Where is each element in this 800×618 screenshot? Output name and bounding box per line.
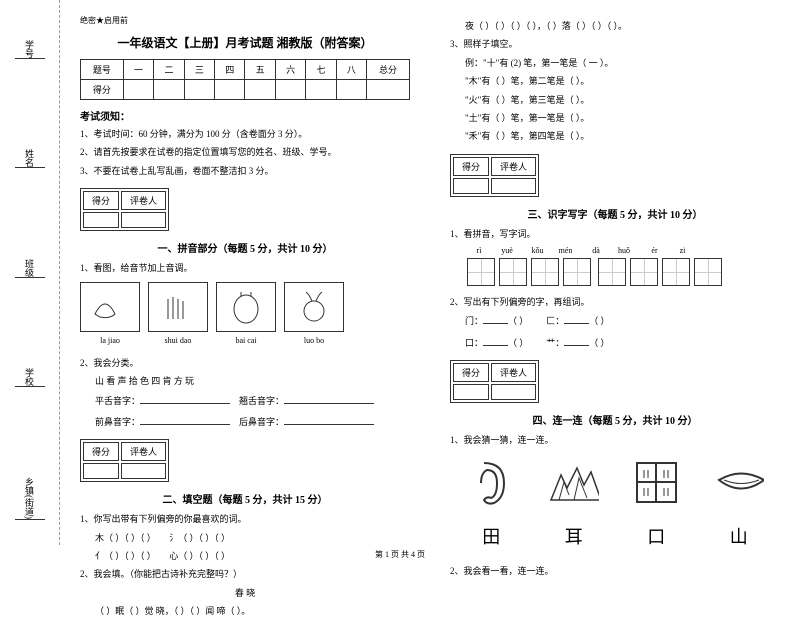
binding-field: 学号: [15, 40, 45, 59]
question-text: 2、我会填。（你能把古诗补充完整吗？）: [80, 567, 410, 581]
question-text: 1、我会猜一猜，连一连。: [450, 433, 780, 447]
binding-area: 学号 姓名 班级 学校 乡镇(街道): [0, 0, 60, 545]
vegetable-image: la jiao: [80, 282, 140, 332]
binding-field: 班级: [15, 259, 45, 278]
question-text: 2、我会分类。: [80, 356, 410, 370]
right-column: 夜（ ）（ ）（ ）（ ），（ ）落（ ）（ ）（ ）。 3、照样子填空。 例：…: [430, 0, 800, 545]
binding-field: 姓名: [15, 149, 45, 168]
question-text: 2、写出有下列偏旁的字，再组词。: [450, 295, 780, 309]
notice-item: 2、请首先按要求在试卷的指定位置填写您的姓名、班级、学号。: [80, 145, 410, 159]
example-text: 例："十"有 (2) 笔，第一笔是（ 一 ）。: [450, 56, 780, 70]
confidential-label: 绝密★启用前: [80, 15, 410, 26]
section3-title: 三、识字写字（每题 5 分，共计 10 分）: [450, 206, 780, 221]
match-chars: 田 耳 口 山: [450, 523, 780, 549]
mountain-icon: [549, 458, 599, 508]
question-text: 2、我会看一看，连一连。: [450, 564, 780, 578]
notice-label: 考试须知：: [80, 108, 410, 123]
notice-item: 1、考试时间：60 分钟，满分为 100 分（含卷面分 3 分）。: [80, 127, 410, 141]
binding-field: 学校: [15, 368, 45, 387]
exam-title: 一年级语文【上册】月考试题 湘教版（附答案）: [80, 34, 410, 51]
mouth-icon: [714, 458, 764, 508]
page-footer: 第 1 页 共 4 页: [0, 549, 800, 560]
vegetable-image: luo bo: [284, 282, 344, 332]
scorer-box: 得分评卷人: [450, 154, 539, 197]
section1-title: 一、拼音部分（每题 5 分，共计 10 分）: [80, 240, 410, 255]
scorer-box: 得分评卷人: [80, 439, 169, 482]
question-text: 1、看图，给音节加上音调。: [80, 261, 410, 275]
pinyin-boxes: rìyuè kǒumén dàhuǒ érzi: [450, 245, 780, 291]
question-text: 3、照样子填空。: [450, 37, 780, 51]
vegetable-image: bai cai: [216, 282, 276, 332]
notice-item: 3、不要在试卷上乱写乱画，卷面不整洁扣 3 分。: [80, 164, 410, 178]
binding-field: 乡镇(街道): [15, 477, 45, 520]
image-row: la jiao shui dao bai cai luo bo: [80, 282, 410, 332]
question-text: 1、看拼音，写字词。: [450, 227, 780, 241]
field-icon: [631, 458, 681, 508]
score-table: 题号一二 三四五 六七八 总分 得分: [80, 59, 410, 100]
ear-icon: [466, 458, 516, 508]
question-text: 1、你写出带有下列偏旁的你最喜欢的词。: [80, 512, 410, 526]
scorer-box: 得分评卷人: [80, 188, 169, 231]
char-list: 山 看 声 拾 色 四 肯 方 玩: [80, 374, 410, 388]
poem-line: （ ）眠（ ）觉 晓，（ ）（ ）闻 啼（ ）。: [80, 604, 410, 618]
section4-title: 四、连一连（每题 5 分，共计 10 分）: [450, 412, 780, 427]
poem-title: 春 晓: [80, 586, 410, 600]
match-images: [450, 458, 780, 508]
poem-line: 夜（ ）（ ）（ ）（ ），（ ）落（ ）（ ）（ ）。: [450, 19, 780, 33]
left-column: 绝密★启用前 一年级语文【上册】月考试题 湘教版（附答案） 题号一二 三四五 六…: [60, 0, 430, 545]
section2-title: 二、填空题（每题 5 分，共计 15 分）: [80, 491, 410, 506]
scorer-box: 得分评卷人: [450, 360, 539, 403]
vegetable-image: shui dao: [148, 282, 208, 332]
